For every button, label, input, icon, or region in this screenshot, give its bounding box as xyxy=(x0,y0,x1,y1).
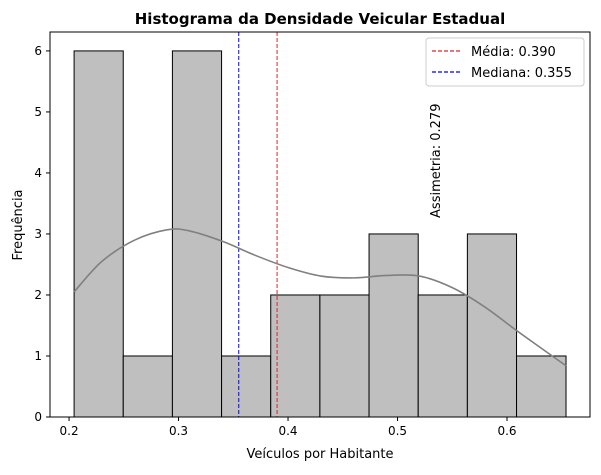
y-tick-label: 3 xyxy=(34,227,42,241)
y-tick-label: 0 xyxy=(34,410,42,424)
y-tick-label: 2 xyxy=(34,288,42,302)
legend-label-mean: Média: 0.390 xyxy=(471,45,556,60)
y-tick-label: 1 xyxy=(34,349,42,363)
y-axis: 0 1 2 3 4 5 6 xyxy=(34,44,50,424)
histogram-bar xyxy=(122,355,173,418)
x-axis-label: Veículos por Habitante xyxy=(246,447,393,462)
x-tick-label: 0.5 xyxy=(388,424,407,438)
x-tick-label: 0.2 xyxy=(60,424,79,438)
x-tick-label: 0.4 xyxy=(278,424,297,438)
skewness-annotation: Assimetria: 0.279 xyxy=(429,104,444,218)
histogram-bar xyxy=(270,294,321,418)
x-tick-label: 0.6 xyxy=(497,424,516,438)
histogram-bar xyxy=(319,294,370,418)
x-tick-label: 0.3 xyxy=(169,424,188,438)
histogram-bar xyxy=(417,294,468,418)
histogram-bar xyxy=(221,355,272,418)
y-tick-label: 5 xyxy=(34,105,42,119)
reference-lines xyxy=(238,32,278,417)
legend: Média: 0.390 Mediana: 0.355 xyxy=(425,37,585,87)
chart-title: Histograma da Densidade Veicular Estadua… xyxy=(135,10,505,28)
legend-label-median: Mediana: 0.355 xyxy=(471,66,572,81)
y-axis-label: Frequência xyxy=(11,189,26,260)
y-tick-label: 4 xyxy=(34,166,42,180)
histogram-bar xyxy=(516,355,567,418)
x-axis: 0.2 0.3 0.4 0.5 0.6 xyxy=(60,417,517,438)
plot-frame xyxy=(49,31,591,418)
bars-group xyxy=(73,50,567,418)
histogram-bar xyxy=(73,50,124,418)
kde-curve xyxy=(73,228,567,367)
histogram-bar xyxy=(368,233,419,418)
histogram-bar xyxy=(171,50,223,418)
y-tick-label: 6 xyxy=(34,44,42,58)
